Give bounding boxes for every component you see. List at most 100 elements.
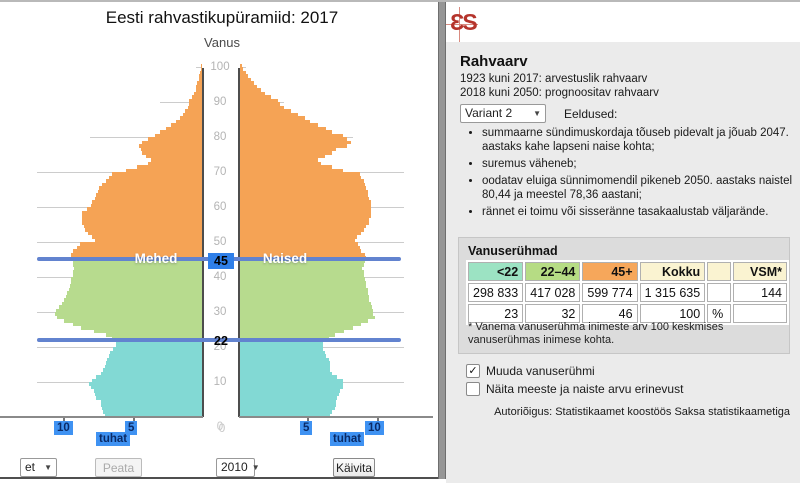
pyramid-bar-male	[189, 98, 202, 102]
year-select[interactable]: 2010 ▼	[216, 458, 260, 477]
pyramid-bar-male	[139, 144, 202, 148]
pyramid-bar-female	[240, 270, 364, 274]
pyramid-bar-male	[147, 161, 202, 165]
pyramid-bar-female	[240, 221, 370, 225]
pyramid-bar-female	[240, 399, 336, 403]
pyramid-bar-male	[108, 354, 202, 358]
table-header-cell: 22–44	[525, 262, 581, 281]
table-header-cell: Kokku	[639, 262, 706, 281]
pyramid-bar-male	[58, 305, 202, 309]
table-header-cell: 45+	[582, 262, 638, 281]
pyramid-bar-male	[72, 259, 202, 263]
pyramid-pane: Eesti rahvastikupüramiid: 2017 Vanus 100…	[0, 2, 438, 483]
pyramid-bar-male	[68, 287, 202, 291]
pyramid-bar-female	[240, 144, 348, 148]
pyramid-bar-female	[240, 413, 331, 417]
assumption-item: summaarne sündimuskordaja tõuseb pideval…	[482, 126, 800, 154]
pyramid-bar-female	[240, 410, 332, 414]
pyramid-bar-male	[92, 235, 202, 239]
pyramid-bar-female	[240, 287, 368, 291]
pyramid-bar-female	[240, 252, 366, 256]
x-tick-label-right-10: 10	[365, 421, 384, 435]
pyramid-bar-female	[240, 343, 324, 347]
x-tick-label-left-5: 5	[125, 421, 138, 435]
variant-select[interactable]: Variant 2 ▼	[460, 104, 546, 123]
pyramid-bar-male	[64, 319, 202, 323]
pyramid-bar-female	[240, 133, 343, 137]
chevron-down-icon: ▼	[44, 463, 52, 472]
pyramid-bar-male	[194, 91, 202, 95]
age-axis-label: 0	[216, 421, 224, 433]
age-groups-footnote: * Vanema vanuserühma inimeste arv 100 ke…	[468, 321, 724, 346]
table-cell	[707, 283, 732, 302]
pyramid-bar-male	[188, 102, 202, 106]
pyramid-bar-male	[97, 189, 202, 193]
table-cell: 298 833	[468, 283, 524, 302]
pyramid-bar-male	[96, 193, 202, 197]
pyramid-bar-male	[79, 242, 202, 246]
pyramid-bar-female	[240, 130, 332, 134]
age-threshold-line-22[interactable]	[37, 338, 401, 342]
pyramid-bar-female	[240, 214, 371, 218]
pyramid-bar-female	[240, 371, 332, 375]
pyramid-bar-female	[240, 315, 375, 319]
pyramid-bar-male	[72, 270, 202, 274]
pyramid-bar-male	[104, 364, 202, 368]
pyramid-bar-male	[188, 105, 202, 109]
age-marker-45[interactable]: 45	[208, 253, 234, 269]
age-groups-table: <22 22–44 45+ Kokku VSM* 298 833 417 028 599 77…	[466, 260, 789, 325]
pyramid-bar-female	[240, 182, 366, 186]
pyramid-bar-female	[240, 116, 306, 120]
pyramid-bar-male	[82, 210, 202, 214]
pyramid-bar-female	[240, 347, 324, 351]
pyramid-bar-male	[142, 140, 202, 144]
language-select[interactable]: et ▼	[20, 458, 57, 477]
age-axis-title: Vanus	[204, 35, 240, 50]
pyramid-bar-female	[240, 280, 367, 284]
pyramid-bar-female	[240, 396, 338, 400]
pyramid-bar-female	[240, 326, 353, 330]
run-button[interactable]: Käivita	[333, 458, 375, 477]
table-cell	[733, 304, 787, 323]
pyramid-bar-male	[76, 245, 202, 249]
age-axis-label: 100	[210, 61, 230, 73]
age-groups-heading: Vanuserühmad	[468, 244, 558, 258]
table-cell: 23	[468, 304, 524, 323]
pause-button[interactable]: Peata	[95, 458, 142, 477]
pyramid-bar-female	[240, 84, 257, 88]
pyramid-bar-female	[240, 305, 373, 309]
pyramid-bar-male	[71, 277, 202, 281]
pyramid-bar-female	[240, 151, 332, 155]
pyramid-bar-male	[86, 207, 202, 211]
center-axis-left-line	[202, 68, 204, 417]
pyramid-bar-male	[199, 74, 202, 78]
age-marker-22[interactable]: 22	[214, 334, 228, 348]
pyramid-bar-male	[82, 214, 202, 218]
pyramid-bar-female	[240, 333, 335, 337]
male-side-label: Mehed	[134, 251, 178, 266]
checkbox[interactable]: ✓	[466, 364, 480, 378]
pyramid-bar-male	[94, 392, 202, 396]
pyramid-bar-male	[92, 378, 202, 382]
pyramid-bar-male	[100, 403, 202, 407]
top-border-line	[0, 0, 800, 2]
pyramid-bar-male	[83, 224, 202, 228]
checkbox[interactable]	[466, 382, 480, 396]
chevron-down-icon: ▼	[533, 109, 541, 118]
pyramid-bar-female	[240, 98, 278, 102]
pyramid-bar-male	[57, 315, 202, 319]
pyramid-bar-female	[240, 263, 364, 267]
checkbox-row: ✓ Muuda vanuserühmi	[466, 364, 766, 378]
pyramid-bar-male	[196, 84, 202, 88]
pyramid-bar-male	[171, 123, 202, 127]
pyramid-bar-male	[100, 399, 202, 403]
checkbox-label: Näita meeste ja naiste arvu erinevust	[486, 382, 684, 396]
pyramid-bar-female	[240, 172, 360, 176]
table-cell: 32	[525, 304, 581, 323]
pyramid-bar-female	[240, 277, 366, 281]
pyramid-bar-female	[240, 382, 343, 386]
pyramid-bar-male	[72, 322, 202, 326]
pane-separator	[438, 2, 446, 479]
gridline	[160, 102, 202, 103]
assumption-item: suremus väheneb;	[482, 157, 800, 171]
